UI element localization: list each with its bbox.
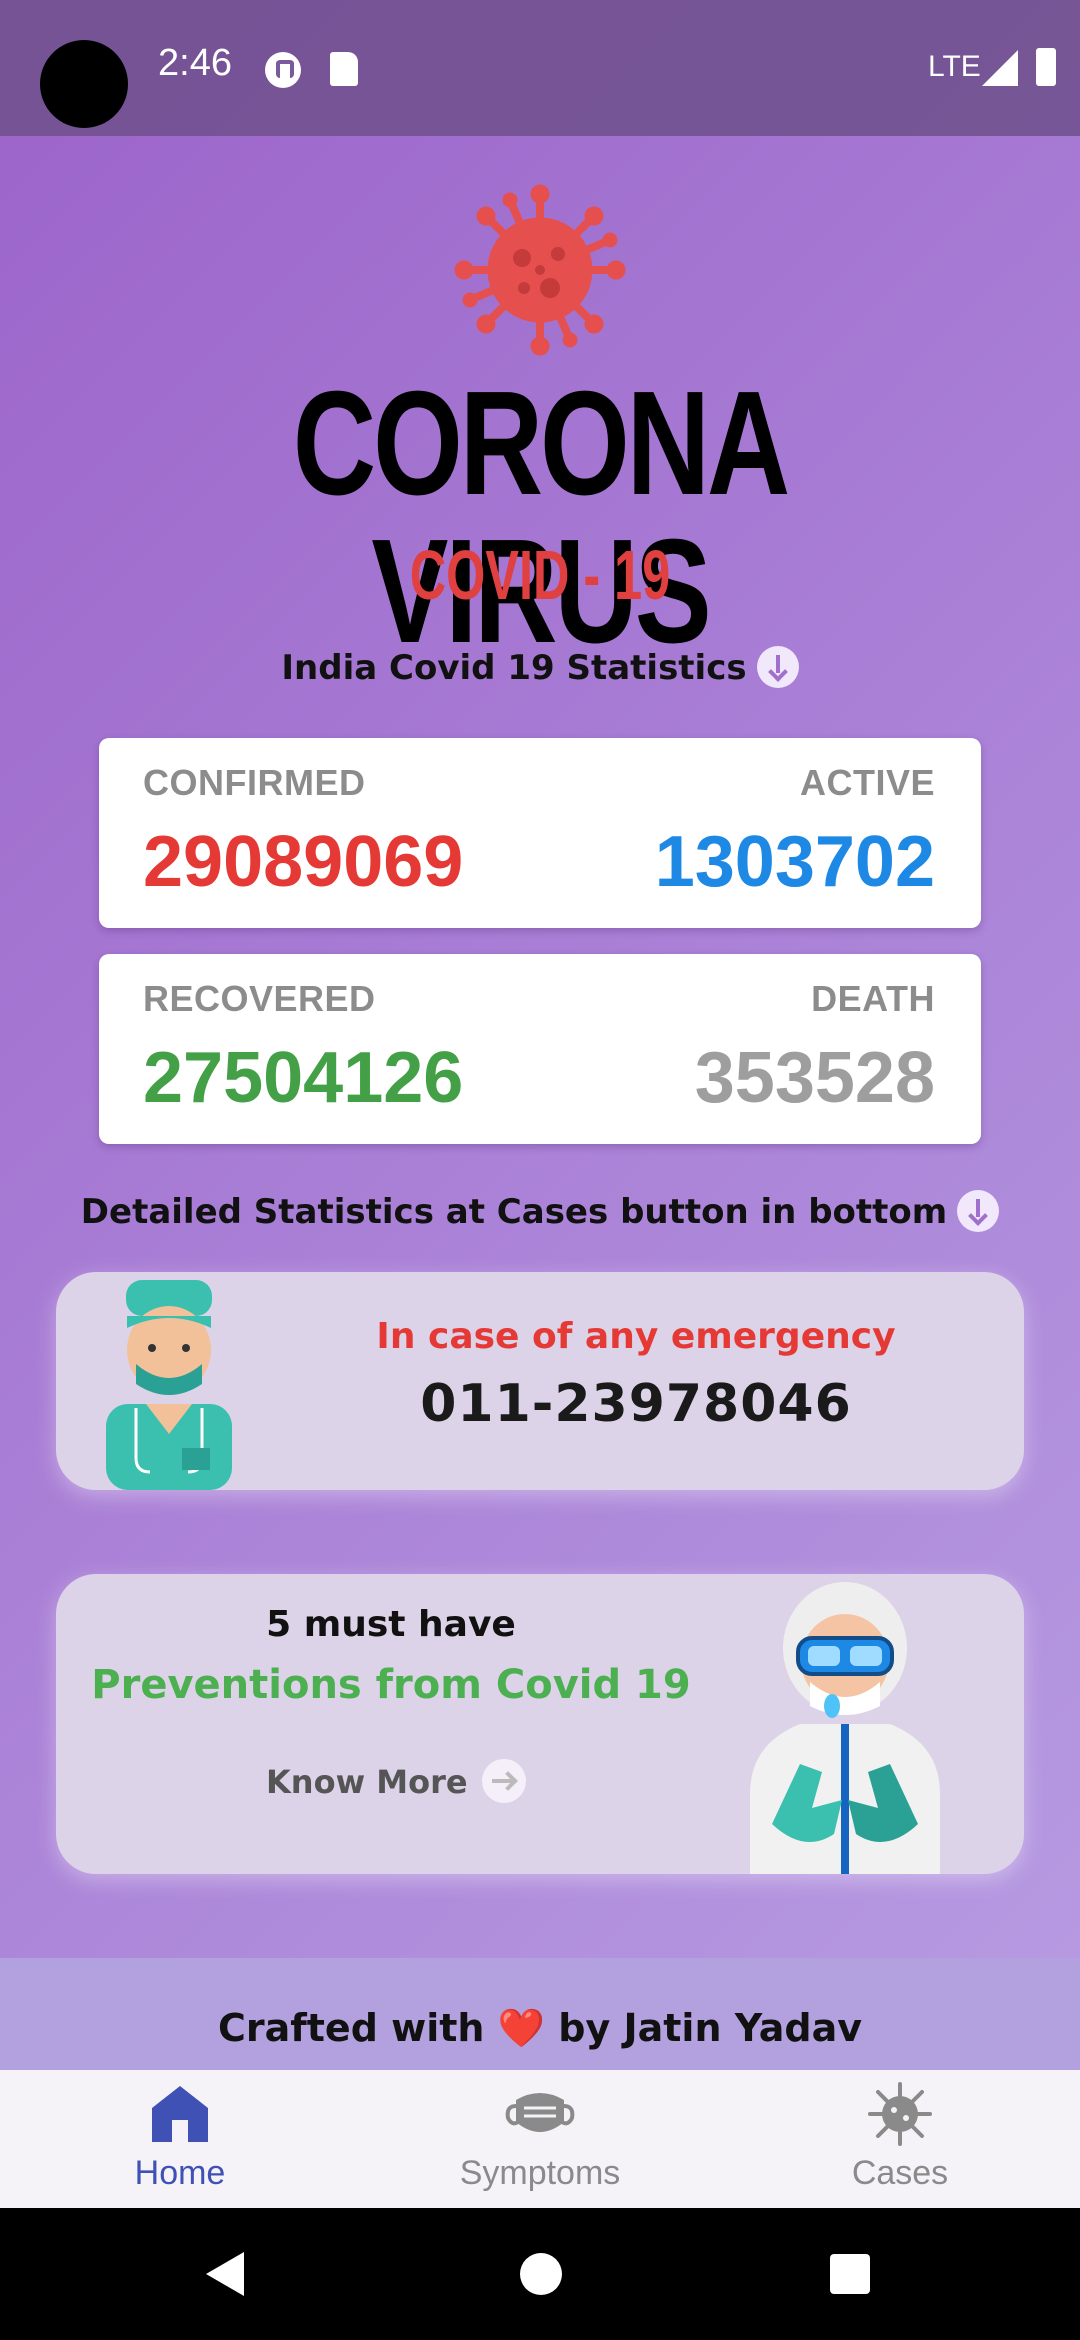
- virus-logo-icon: [454, 184, 626, 356]
- stats-heading-text: India Covid 19 Statistics: [281, 648, 747, 688]
- app-title: CORONA VIRUS: [292, 361, 790, 674]
- footer-credit: Crafted with ❤️ by Jatin Yadav: [0, 2006, 1080, 2051]
- system-navigation-bar: [0, 2208, 1080, 2340]
- recent-apps-icon[interactable]: [830, 2254, 870, 2294]
- sd-card-icon: [330, 52, 358, 86]
- recovered-label: RECOVERED: [143, 978, 376, 1019]
- virus-icon: [868, 2082, 932, 2146]
- home-icon: [152, 2086, 208, 2142]
- bottom-navigation: Home Symptoms C: [0, 2070, 1080, 2208]
- active-value: 1303702: [654, 822, 935, 902]
- home-button-icon[interactable]: [520, 2253, 562, 2295]
- prevention-card[interactable]: 5 must have Preventions from Covid 19 Kn…: [56, 1574, 1024, 1874]
- emergency-label: In case of any emergency: [376, 1316, 896, 1357]
- stats-card-confirmed-active: CONFIRMED ACTIVE 29089069 1303702: [99, 738, 981, 928]
- prevention-line2: Preventions from Covid 19: [91, 1662, 691, 1708]
- nav-symptoms[interactable]: Symptoms: [360, 2070, 720, 2208]
- nav-cases[interactable]: Cases: [720, 2070, 1080, 2208]
- confirmed-value: 29089069: [143, 822, 464, 902]
- nav-symptoms-label: Symptoms: [459, 2154, 621, 2192]
- camera-cutout: [40, 40, 128, 128]
- death-label: DEATH: [811, 978, 935, 1019]
- app-subtitle: COVID - 19: [409, 536, 671, 614]
- back-icon[interactable]: [206, 2252, 244, 2296]
- footer-band: [0, 1958, 1080, 2070]
- recovered-value: 27504126: [143, 1038, 464, 1118]
- arrow-right-icon: [481, 1759, 526, 1803]
- detailed-note-text: Detailed Statistics at Cases button in b…: [80, 1192, 948, 1232]
- arrow-down-icon: [957, 1189, 1000, 1232]
- footer-suffix: by Jatin Yadav: [558, 2006, 863, 2050]
- emergency-card[interactable]: In case of any emergency 011-23978046: [56, 1272, 1024, 1490]
- prevention-line1: 5 must have: [266, 1604, 516, 1645]
- status-bar: 2:46 LTE: [0, 0, 1080, 136]
- status-time: 2:46: [158, 42, 232, 84]
- signal-icon: [982, 50, 1018, 86]
- know-more-link[interactable]: Know More: [266, 1759, 526, 1806]
- ppe-worker-icon: [750, 1582, 940, 1874]
- stats-heading: India Covid 19 Statistics: [0, 645, 1080, 691]
- detailed-note: Detailed Statistics at Cases button in b…: [0, 1189, 1080, 1235]
- battery-icon: [1036, 48, 1056, 86]
- doctor-icon: [106, 1280, 232, 1490]
- confirmed-label: CONFIRMED: [143, 762, 366, 803]
- notification-icon: [265, 52, 301, 88]
- footer-prefix: Crafted with: [217, 2006, 485, 2050]
- nav-cases-label: Cases: [851, 2154, 949, 2192]
- network-type: LTE: [928, 50, 981, 83]
- death-value: 353528: [694, 1038, 935, 1118]
- mask-icon: [505, 2093, 575, 2132]
- active-label: ACTIVE: [799, 762, 935, 803]
- nav-home[interactable]: Home: [0, 2070, 360, 2208]
- stats-card-recovered-death: RECOVERED DEATH 27504126 353528: [99, 954, 981, 1144]
- heart-icon: ❤️: [497, 2006, 546, 2050]
- emergency-phone[interactable]: 011-23978046: [420, 1374, 852, 1434]
- arrow-down-icon: [756, 645, 799, 688]
- know-more-label: Know More: [266, 1763, 468, 1801]
- nav-home-label: Home: [134, 2154, 226, 2192]
